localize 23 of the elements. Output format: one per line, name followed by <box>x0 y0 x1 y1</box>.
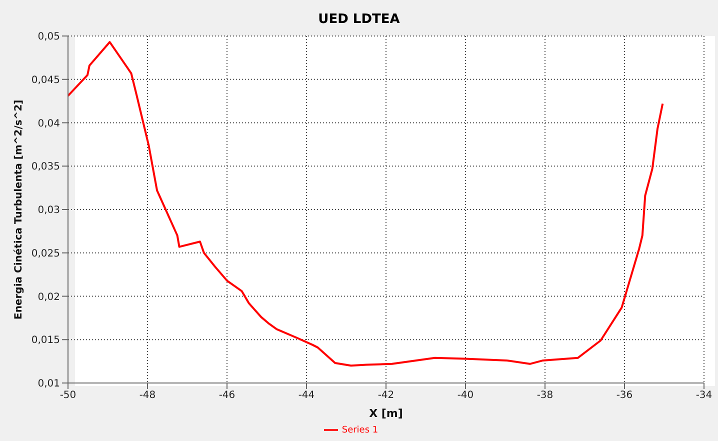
y-tick-label: 0,015 <box>31 335 60 346</box>
y-tick-label: 0,035 <box>31 162 60 173</box>
x-tick-label: -34 <box>696 390 712 402</box>
y-tick-label: 0,025 <box>31 248 60 260</box>
x-axis-title: X [m] <box>369 407 403 420</box>
x-tick-label: -48 <box>139 390 156 402</box>
x-tick-label: -50 <box>60 390 76 402</box>
y-tick-label: 0,01 <box>38 378 60 390</box>
y-tick-label: 0,03 <box>38 205 60 216</box>
chart-title: UED LDTEA <box>317 12 401 27</box>
x-tick-label: -46 <box>218 390 236 402</box>
legend-label: Series 1 <box>342 425 378 436</box>
y-tick-label: 0,045 <box>31 74 60 86</box>
x-tick-label: -36 <box>616 390 633 402</box>
y-tick-label: 0,05 <box>38 32 60 43</box>
x-tick-label: -40 <box>457 390 474 402</box>
x-tick-label: -44 <box>298 390 315 402</box>
line-series <box>68 41 664 367</box>
y-tick-label: 0,04 <box>38 118 60 130</box>
y-tick-label: 0,02 <box>38 292 60 303</box>
x-tick-label: -42 <box>378 390 394 402</box>
y-axis-title: Energia Cinética Turbulenta [m^2/s^2] <box>14 100 25 320</box>
x-tick-label: -38 <box>536 390 554 402</box>
